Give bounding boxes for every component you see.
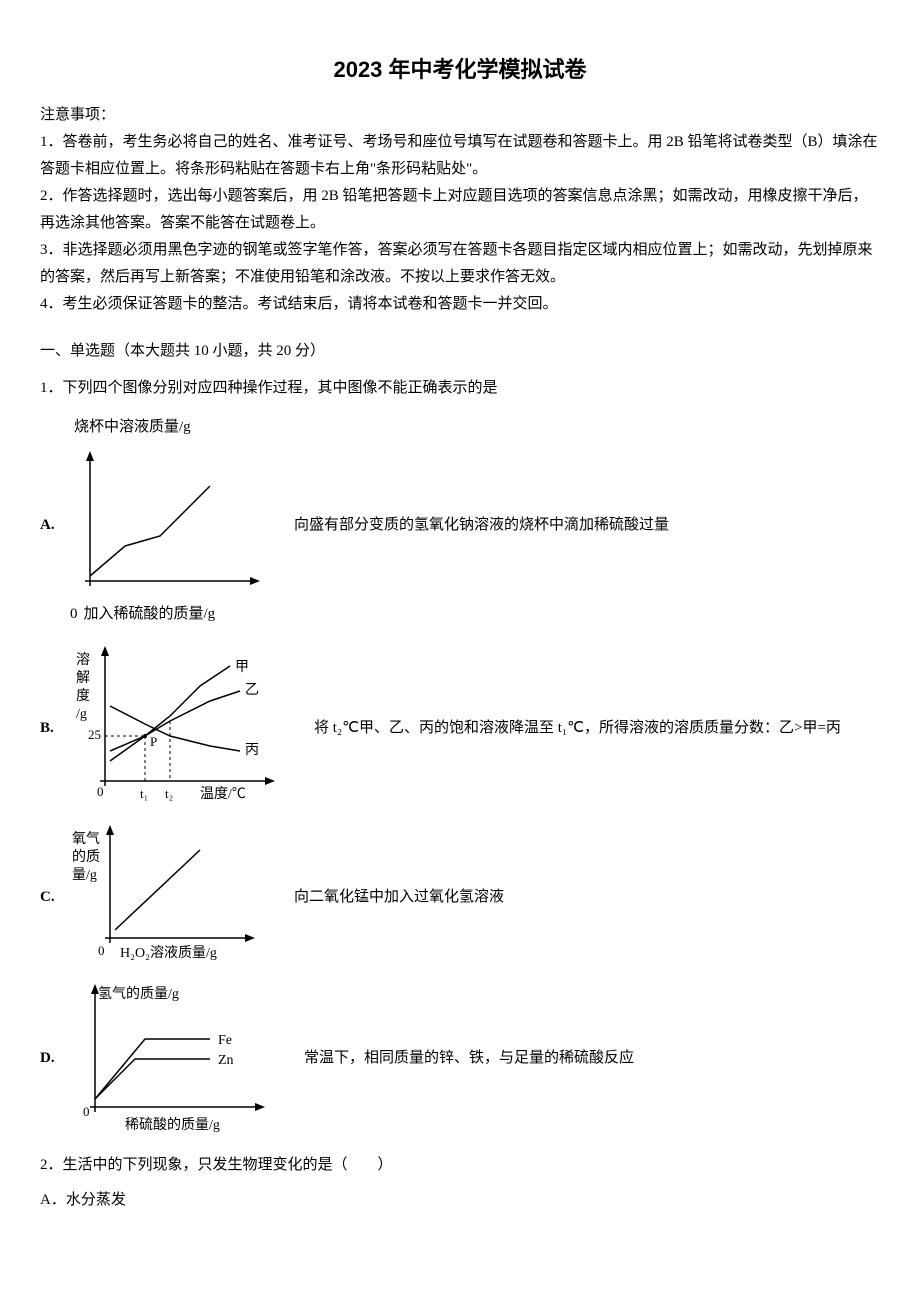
notice-heading: 注意事项： (40, 102, 880, 129)
q1-a-origin: 0 (70, 601, 78, 628)
q1-option-b-text: 将 t₂℃甲、乙、丙的饱和溶液降温至 t₁℃，所得溶液的溶质质量分数：乙>甲=丙 (314, 715, 880, 742)
b-origin: 0 (97, 784, 104, 799)
c-yl-3: 量/g (72, 867, 97, 883)
q1-option-d-row: D. 氢气的质量/g Fe Zn 0 稀硫酸的质量/g 常温下，相同质量的锌、铁… (40, 984, 880, 1134)
q1-chart-b: 溶 解 度 /g 25 P 甲 乙 丙 0 t₁ t₂ 温度/℃ (70, 646, 290, 811)
q1-option-a-text: 向盛有部分变质的氢氧化钠溶液的烧杯中滴加稀硫酸过量 (294, 512, 880, 539)
b-t2: t₂ (165, 786, 173, 801)
c-yl-1: 氧气 (72, 831, 100, 847)
q2-option-a-text: 水分蒸发 (66, 1192, 126, 1208)
section-heading: 一、单选题（本大题共 10 小题，共 20 分） (40, 338, 880, 365)
notice-item-2: 2．作答选择题时，选出每小题答案后，用 2B 铅笔把答题卡上对应题目选项的答案信… (40, 183, 880, 237)
q1-option-a-row: A. 向盛有部分变质的氢氧化钠溶液的烧杯中滴加稀硫酸过量 (40, 451, 880, 601)
d-fe: Fe (218, 1033, 232, 1048)
q1-a-xlabel: 加入稀硫酸的质量/g (84, 601, 216, 628)
option-label-c: C. (40, 884, 62, 911)
d-origin: 0 (83, 1104, 90, 1119)
q1-option-d-text: 常温下，相同质量的锌、铁，与足量的稀硫酸反应 (304, 1045, 880, 1072)
b-ytick: 25 (88, 727, 101, 742)
q1-chart-c: 氧气 的质 量/g 0 H₂O₂溶液质量/g (70, 825, 270, 970)
q2-option-a: A．水分蒸发 (40, 1187, 880, 1214)
d-zn: Zn (218, 1053, 234, 1068)
b-yl-3: 度 (76, 688, 90, 704)
d-xlabel: 稀硫酸的质量/g (125, 1117, 220, 1133)
b-p: P (150, 734, 157, 749)
b-yl-2: 解 (76, 670, 90, 686)
q2-option-a-label: A． (40, 1192, 66, 1208)
notice-item-3: 3．非选择题必须用黑色字迹的钢笔或签字笔作答，答案必须写在答题卡各题目指定区域内… (40, 237, 880, 291)
q1-option-a-ylabel: 烧杯中溶液质量/g (74, 414, 880, 441)
notice-item-1: 1．答卷前，考生务必将自己的姓名、准考证号、考场号和座位号填写在试题卷和答题卡上… (40, 129, 880, 183)
option-label-b: B. (40, 715, 62, 742)
q1-option-c-text: 向二氧化锰中加入过氧化氢溶液 (294, 884, 880, 911)
b-bing: 丙 (245, 743, 259, 758)
b-xlabel: 温度/℃ (200, 786, 246, 802)
d-ylabel: 氢气的质量/g (98, 986, 179, 1002)
option-label-d: D. (40, 1045, 62, 1072)
b-yl-1: 溶 (76, 652, 90, 668)
b-yi: 乙 (245, 682, 259, 698)
b-yl-4: /g (76, 707, 87, 722)
q2-stem: 2．生活中的下列现象，只发生物理变化的是（ ） (40, 1152, 880, 1179)
notice-item-4: 4．考生必须保证答题卡的整洁。考试结束后，请将本试卷和答题卡一并交回。 (40, 291, 880, 318)
option-label-a: A. (40, 512, 62, 539)
q1-chart-d: 氢气的质量/g Fe Zn 0 稀硫酸的质量/g (70, 984, 280, 1134)
c-origin: 0 (98, 943, 105, 958)
c-yl-2: 的质 (72, 849, 100, 865)
q1-stem: 1．下列四个图像分别对应四种操作过程，其中图像不能正确表示的是 (40, 375, 880, 402)
c-xlabel: H₂O₂溶液质量/g (120, 945, 217, 961)
q1-option-c-row: C. 氧气 的质 量/g 0 H₂O₂溶液质量/g 向二氧化锰中加入过氧化氢溶液 (40, 825, 880, 970)
b-t1: t₁ (140, 786, 148, 801)
b-jia: 甲 (235, 660, 249, 675)
q1-chart-a (70, 451, 270, 601)
q1-option-b-row: B. 溶 解 度 /g 25 P 甲 乙 丙 0 t₁ t₂ 温度/℃ (40, 646, 880, 811)
q1-option-a-axis-row: 0 加入稀硫酸的质量/g (70, 601, 880, 628)
page-title: 2023 年中考化学模拟试卷 (40, 50, 880, 90)
